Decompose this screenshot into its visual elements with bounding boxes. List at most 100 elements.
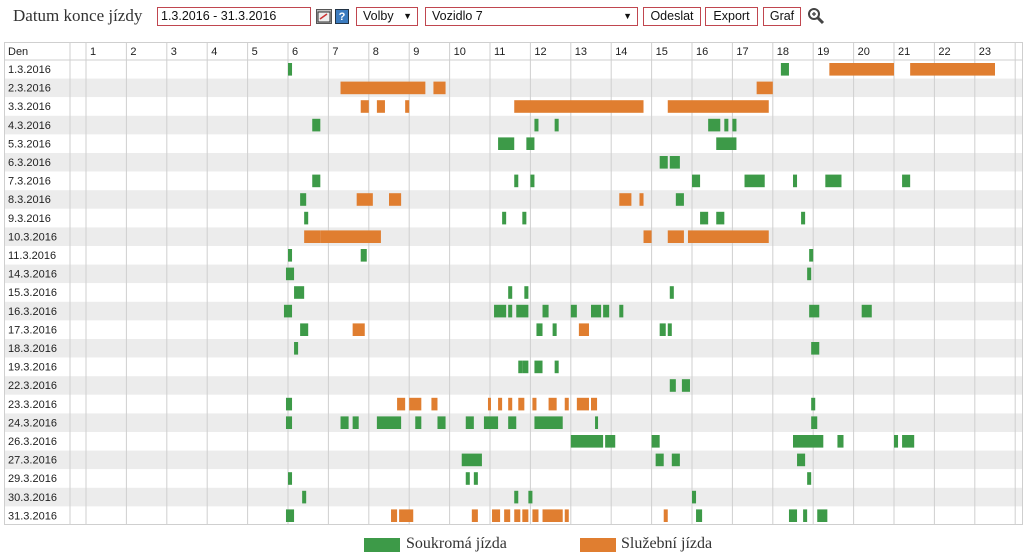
private-trip-bar[interactable] (465, 472, 470, 485)
private-trip-bar[interactable] (483, 416, 499, 429)
private-trip-bar[interactable] (516, 304, 529, 318)
private-trip-bar[interactable] (902, 435, 915, 448)
private-trip-bar[interactable] (817, 509, 828, 522)
private-trip-bar[interactable] (716, 211, 725, 225)
private-trip-bar[interactable] (803, 509, 808, 522)
private-trip-bar[interactable] (294, 342, 299, 355)
private-trip-bar[interactable] (788, 509, 798, 522)
private-trip-bar[interactable] (797, 453, 806, 467)
business-trip-bar[interactable] (376, 100, 385, 113)
business-trip-bar[interactable] (352, 323, 365, 336)
private-trip-bar[interactable] (288, 472, 293, 485)
private-trip-bar[interactable] (473, 472, 478, 485)
private-trip-bar[interactable] (667, 323, 672, 336)
private-trip-bar[interactable] (894, 435, 899, 448)
private-trip-bar[interactable] (554, 118, 559, 132)
private-trip-bar[interactable] (542, 304, 549, 318)
business-trip-bar[interactable] (643, 230, 652, 243)
private-trip-bar[interactable] (461, 453, 482, 467)
private-trip-bar[interactable] (793, 435, 824, 448)
private-trip-bar[interactable] (285, 416, 293, 429)
private-trip-bar[interactable] (837, 435, 844, 448)
private-trip-bar[interactable] (807, 472, 812, 485)
private-trip-bar[interactable] (508, 416, 517, 429)
business-trip-bar[interactable] (639, 193, 644, 206)
private-trip-bar[interactable] (700, 211, 709, 225)
business-trip-bar[interactable] (304, 230, 321, 243)
vehicle-select[interactable]: Vozidlo 7 ▼ (425, 7, 638, 26)
private-trip-bar[interactable] (288, 249, 293, 262)
private-trip-bar[interactable] (534, 416, 563, 429)
business-trip-bar[interactable] (356, 193, 373, 206)
private-trip-bar[interactable] (285, 397, 293, 411)
private-trip-bar[interactable] (528, 490, 533, 504)
business-trip-bar[interactable] (508, 397, 513, 411)
business-trip-bar[interactable] (399, 509, 414, 522)
business-trip-bar[interactable] (910, 63, 995, 76)
business-trip-bar[interactable] (687, 230, 769, 243)
private-trip-bar[interactable] (283, 304, 293, 318)
business-trip-bar[interactable] (542, 509, 563, 522)
private-trip-bar[interactable] (570, 435, 604, 448)
business-trip-bar[interactable] (667, 230, 684, 243)
odeslat-button[interactable]: Odeslat (643, 7, 701, 26)
private-trip-bar[interactable] (508, 286, 513, 299)
private-trip-bar[interactable] (861, 304, 872, 318)
business-trip-bar[interactable] (391, 509, 398, 522)
private-trip-bar[interactable] (536, 323, 543, 336)
business-trip-bar[interactable] (320, 230, 381, 243)
graf-button[interactable]: Graf (763, 7, 801, 26)
private-trip-bar[interactable] (524, 286, 529, 299)
private-trip-bar[interactable] (675, 193, 684, 206)
export-button[interactable]: Export (705, 7, 758, 26)
private-trip-bar[interactable] (801, 211, 806, 225)
private-trip-bar[interactable] (312, 118, 321, 132)
private-trip-bar[interactable] (659, 156, 668, 169)
private-trip-bar[interactable] (304, 211, 309, 225)
private-trip-bar[interactable] (595, 416, 599, 429)
private-trip-bar[interactable] (724, 118, 729, 132)
private-trip-bar[interactable] (554, 360, 559, 374)
business-trip-bar[interactable] (532, 397, 537, 411)
business-trip-bar[interactable] (576, 397, 589, 411)
private-trip-bar[interactable] (300, 193, 307, 206)
business-trip-bar[interactable] (409, 397, 422, 411)
private-trip-bar[interactable] (376, 416, 402, 429)
business-trip-bar[interactable] (829, 63, 894, 76)
private-trip-bar[interactable] (669, 286, 674, 299)
date-range-input[interactable]: 1.3.2016 - 31.3.2016 (157, 7, 311, 26)
business-trip-bar[interactable] (518, 397, 525, 411)
private-trip-bar[interactable] (603, 304, 610, 318)
private-trip-bar[interactable] (552, 323, 557, 336)
private-trip-bar[interactable] (570, 304, 577, 318)
business-trip-bar[interactable] (548, 397, 557, 411)
private-trip-bar[interactable] (340, 416, 349, 429)
help-icon[interactable]: ? (335, 9, 349, 24)
private-trip-bar[interactable] (591, 304, 602, 318)
business-trip-bar[interactable] (405, 100, 410, 113)
business-trip-bar[interactable] (389, 193, 402, 206)
private-trip-bar[interactable] (508, 304, 513, 318)
private-trip-bar[interactable] (696, 509, 703, 522)
private-trip-bar[interactable] (415, 416, 422, 429)
private-trip-bar[interactable] (807, 267, 812, 281)
private-trip-bar[interactable] (811, 416, 818, 429)
business-trip-bar[interactable] (522, 509, 529, 522)
volby-dropdown[interactable]: Volby ▼ (356, 7, 418, 26)
private-trip-bar[interactable] (651, 435, 660, 448)
private-trip-bar[interactable] (522, 360, 529, 374)
private-trip-bar[interactable] (530, 174, 535, 188)
private-trip-bar[interactable] (514, 174, 519, 188)
business-trip-bar[interactable] (756, 81, 773, 95)
business-trip-bar[interactable] (667, 100, 769, 113)
business-trip-bar[interactable] (360, 100, 369, 113)
business-trip-bar[interactable] (498, 397, 503, 411)
private-trip-bar[interactable] (294, 286, 305, 299)
business-trip-bar[interactable] (564, 397, 569, 411)
business-trip-bar[interactable] (619, 193, 632, 206)
business-trip-bar[interactable] (431, 397, 438, 411)
private-trip-bar[interactable] (534, 118, 539, 132)
zoom-icon[interactable] (806, 6, 826, 26)
business-trip-bar[interactable] (532, 509, 539, 522)
private-trip-bar[interactable] (659, 323, 666, 336)
